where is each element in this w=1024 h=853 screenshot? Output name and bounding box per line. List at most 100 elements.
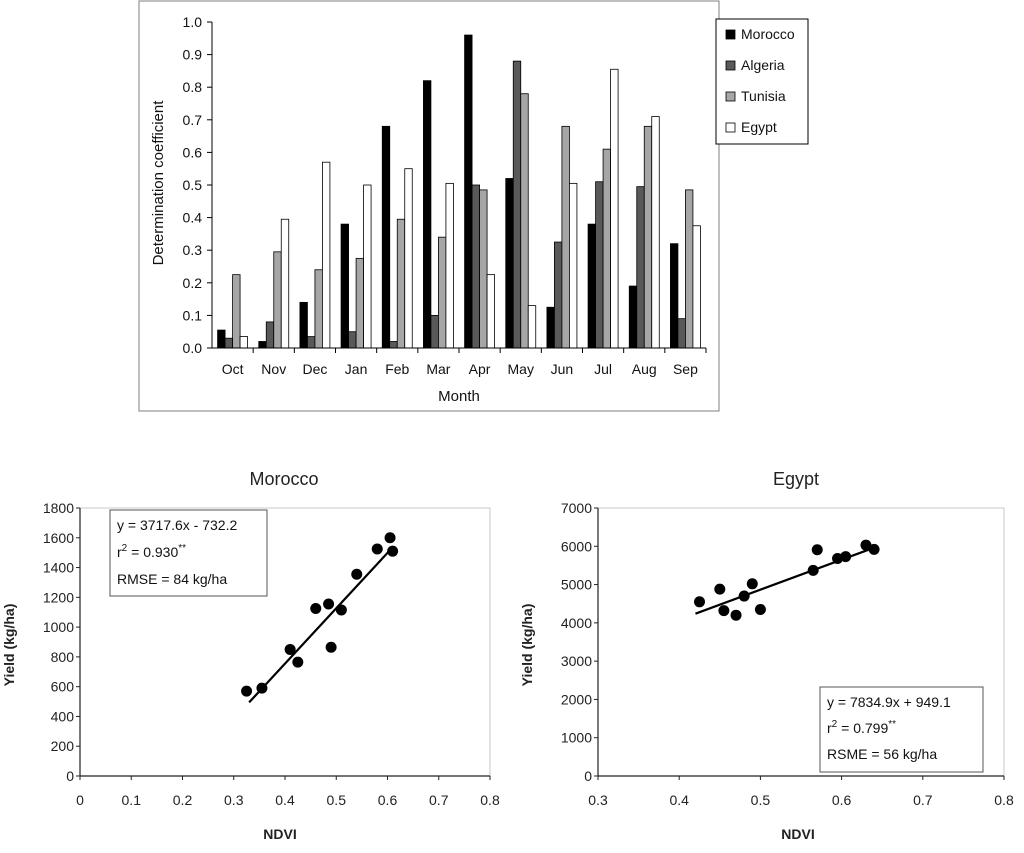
bar-tunisia-nov <box>273 251 282 349</box>
morocco-x-tick-label: 0.1 <box>122 792 142 808</box>
egypt-data-point <box>868 543 880 555</box>
bar-egypt-aug <box>651 116 660 349</box>
bar-chart-x-ticks: Oct Nov Dec Jan Feb Mar Apr May Jun Jul Aug Sep <box>222 348 707 377</box>
egypt-r-squared: r2 = 0.799** <box>827 719 896 736</box>
bar-y-tick-label: 0.2 <box>183 275 203 291</box>
egypt-y-tick-label: 3000 <box>561 653 592 669</box>
legend-label-tunisia: Tunisia <box>741 88 786 104</box>
bar-tunisia-jan <box>355 257 364 349</box>
morocco-data-point <box>323 598 335 610</box>
bar-chart-y-label: Determination coefficient <box>150 100 167 266</box>
bar-tunisia-sep <box>685 189 694 349</box>
bar-y-tick-label: 0.4 <box>183 210 203 226</box>
morocco-y-label: Yield (kg/ha) <box>1 604 17 687</box>
bar-morocco-sep <box>670 243 679 349</box>
egypt-rmse: RSME = 56 kg/ha <box>827 746 937 762</box>
egypt-data-point <box>840 551 852 563</box>
egypt-y-tick-label: 4000 <box>561 615 592 631</box>
egypt-x-label: NDVI <box>781 826 814 842</box>
morocco-y-tick-label: 600 <box>51 679 75 695</box>
bar-tunisia-aug <box>643 125 653 349</box>
bar-x-tick-label: Oct <box>222 361 244 377</box>
egypt-data-point <box>746 578 758 590</box>
egypt-data-point <box>718 605 730 617</box>
morocco-x-tick-label: 0 <box>76 792 84 808</box>
bar-algeria-apr <box>471 184 480 349</box>
bar-algeria-dec <box>307 336 316 349</box>
morocco-fit-line <box>248 546 394 704</box>
bar-morocco-oct <box>217 329 226 349</box>
egypt-x-tick-label: 0.8 <box>994 792 1014 808</box>
egypt-y-tick-label: 0 <box>584 768 592 784</box>
bar-x-tick-label: Nov <box>261 361 286 377</box>
morocco-y-tick-label: 800 <box>51 649 75 665</box>
bar-egypt-mar <box>445 182 454 349</box>
morocco-scatter: 0 200 400 600 800 1000 1200 1400 1600 1800 0 0.1 0.2… <box>43 500 500 808</box>
bar-y-tick-label: 0.8 <box>183 79 203 95</box>
morocco-data-point <box>351 568 363 580</box>
egypt-x-tick-label: 0.5 <box>751 792 771 808</box>
morocco-data-point <box>335 604 347 616</box>
bar-morocco-feb <box>381 125 391 349</box>
morocco-data-point <box>387 545 399 557</box>
legend-swatch-algeria <box>725 60 736 71</box>
egypt-y-tick-label: 6000 <box>561 538 592 554</box>
morocco-data-point <box>241 685 253 697</box>
bar-chart-y-ticks: 0.0 0.1 0.2 0.3 0.4 0.5 0.6 0.7 0.8 0.9 1.0 <box>183 14 212 356</box>
bar-tunisia-oct <box>232 274 241 349</box>
bar-egypt-may <box>527 305 537 349</box>
bar-y-tick-label: 1.0 <box>183 14 203 30</box>
bar-morocco-jun <box>546 306 555 349</box>
bar-tunisia-dec <box>314 269 323 349</box>
bar-egypt-sep <box>692 225 701 349</box>
morocco-r-prefix: r <box>117 544 122 560</box>
morocco-equation-box <box>109 509 268 597</box>
morocco-x-tick-label: 0.5 <box>327 792 347 808</box>
bar-morocco-jan <box>340 223 349 349</box>
morocco-rmse: RMSE = 84 kg/ha <box>117 571 227 587</box>
bar-egypt-jul <box>610 68 619 349</box>
morocco-y-tick-label: 0 <box>66 768 74 784</box>
morocco-x-tick-label: 0.4 <box>275 792 295 808</box>
morocco-x-tick-label: 0.7 <box>429 792 449 808</box>
legend-label-algeria: Algeria <box>741 57 785 73</box>
bar-tunisia-jun <box>561 125 570 349</box>
bar-tunisia-feb <box>396 218 406 349</box>
bar-morocco-aug <box>628 285 638 349</box>
bar-chart-x-label: Month <box>438 388 480 405</box>
bar-tunisia-jul <box>602 148 611 349</box>
egypt-equation-box <box>819 686 984 773</box>
morocco-data-point <box>256 682 268 694</box>
bar-tunisia-mar <box>438 236 447 349</box>
legend-label-egypt: Egypt <box>741 119 777 135</box>
egypt-y-tick-label: 5000 <box>561 577 592 593</box>
bar-x-tick-label: Jan <box>345 361 368 377</box>
bar-morocco-jul <box>587 223 596 349</box>
bar-egypt-jun <box>569 182 578 349</box>
egypt-data-point <box>754 603 766 615</box>
egypt-r-sup: 2 <box>832 719 838 730</box>
egypt-r-stars: ** <box>888 719 896 730</box>
egypt-data-point <box>694 596 705 608</box>
morocco-x-tick-label: 0.2 <box>173 792 193 808</box>
morocco-y-tick-label: 1200 <box>43 589 74 605</box>
morocco-equation: y = 3717.6x - 732.2 <box>117 517 237 533</box>
morocco-y-tick-label: 1400 <box>43 560 74 576</box>
egypt-data-point <box>860 539 872 551</box>
egypt-y-tick-label: 1000 <box>561 730 592 746</box>
legend-swatch-egypt <box>725 122 736 133</box>
morocco-x-tick-label: 0.6 <box>378 792 398 808</box>
morocco-data-point <box>371 543 383 555</box>
egypt-y-tick-label: 2000 <box>561 691 592 707</box>
morocco-data-point <box>325 641 337 653</box>
egypt-x-tick-label: 0.6 <box>832 792 852 808</box>
morocco-y-tick-label: 1800 <box>43 500 74 516</box>
egypt-equation: y = 7834.9x + 949.1 <box>827 694 951 710</box>
bar-morocco-may <box>505 178 514 349</box>
bar-algeria-mar <box>430 314 439 349</box>
morocco-y-tick-label: 200 <box>51 738 75 754</box>
morocco-data-point <box>292 656 304 668</box>
egypt-chart-title: Egypt <box>773 469 819 489</box>
bar-morocco-dec <box>299 301 308 349</box>
egypt-x-tick-label: 0.7 <box>913 792 933 808</box>
